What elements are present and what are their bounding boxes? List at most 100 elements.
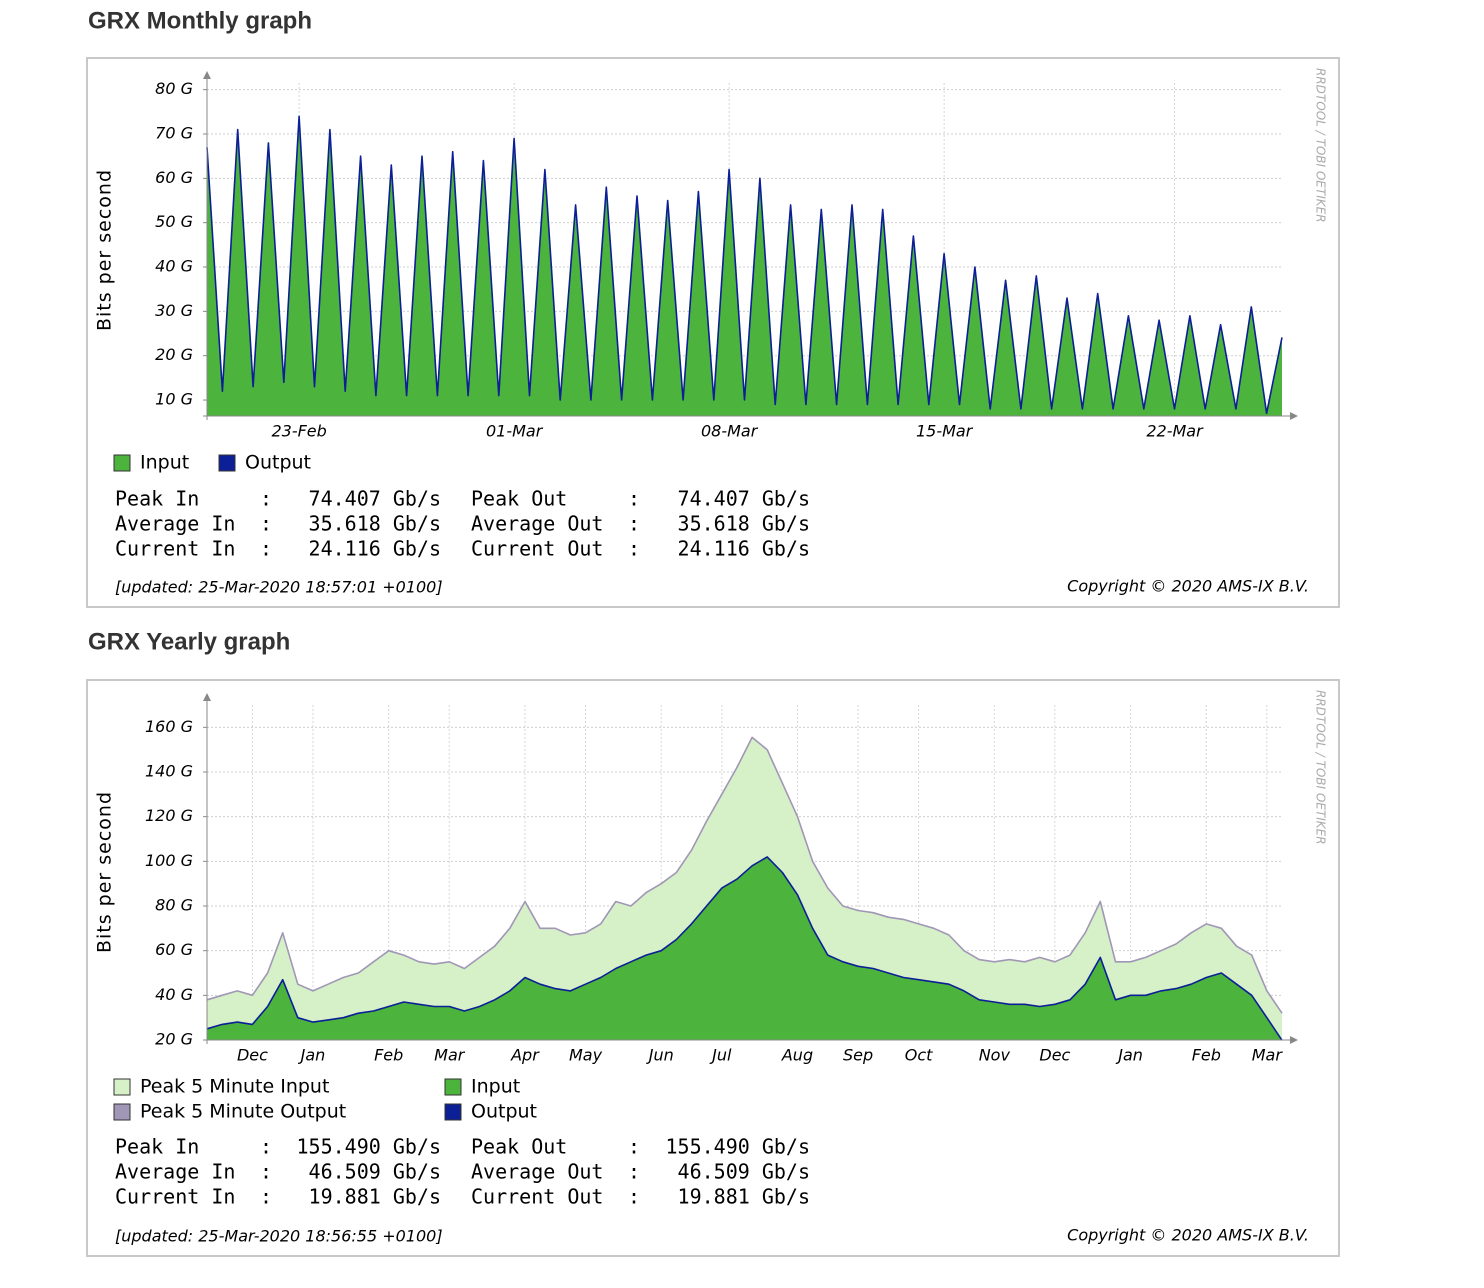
legend-swatch	[113, 1078, 131, 1096]
y-tick-label: 70 G	[155, 123, 193, 142]
x-axis-arrow	[1290, 412, 1298, 420]
x-tick-label: Mar	[1252, 1046, 1284, 1065]
x-tick-label: Mar	[434, 1046, 466, 1065]
line	[206, 115, 1283, 415]
stat-text: Average Out	[471, 512, 603, 536]
x-tick-label: Feb	[1192, 1046, 1221, 1065]
stat-text: 74.407 Gb/s	[309, 487, 441, 511]
y-axis-label: Bits per second	[94, 791, 116, 953]
copyright: Copyright © 2020 AMS-IX B.V.	[1067, 1226, 1309, 1245]
stat-text: Peak Out	[471, 487, 567, 511]
updated-note: [updated: 25-Mar-2020 18:57:01 +0100]	[115, 578, 443, 597]
y-tick-label: 60 G	[155, 168, 193, 187]
x-tick-label: Nov	[979, 1046, 1011, 1065]
y-tick-label: 20 G	[155, 345, 193, 364]
y-tick-label: 100 G	[145, 851, 193, 870]
y-tick-label: 80 G	[155, 896, 193, 915]
x-tick-label: Jun	[646, 1046, 674, 1065]
stat-text: :	[260, 1160, 272, 1184]
y-tick-label: 40 G	[155, 985, 193, 1004]
stat-text: 155.490 Gb/s	[297, 1135, 442, 1159]
x-tick-label: Sep	[843, 1046, 873, 1065]
x-tick-label: Jan	[298, 1046, 326, 1065]
area	[207, 856, 1282, 1041]
stat-text: Current In	[115, 1185, 235, 1209]
x-tick-label: Dec	[1039, 1046, 1070, 1065]
area	[207, 116, 1282, 417]
stat-text: :	[628, 1135, 640, 1159]
x-tick-label: 08-Mar	[701, 422, 759, 441]
y-tick-label: 10 G	[155, 390, 193, 409]
stat-text: Average Out	[471, 1160, 603, 1184]
x-tick-label: Feb	[374, 1046, 403, 1065]
stat-text: 24.116 Gb/s	[678, 537, 810, 561]
legend-label: Input	[471, 1076, 520, 1098]
stat-text: :	[628, 537, 640, 561]
legend-label: Output	[245, 452, 311, 474]
legend-swatch	[113, 454, 131, 472]
x-tick-label: Jan	[1115, 1046, 1143, 1065]
y-tick-label: 40 G	[155, 257, 193, 276]
stat-text: :	[260, 537, 272, 561]
stat-text: 74.407 Gb/s	[678, 487, 810, 511]
section-title: GRX Yearly graph	[88, 628, 290, 655]
stat-text: 46.509 Gb/s	[678, 1160, 810, 1184]
stat-text: :	[628, 512, 640, 536]
x-axis-arrow	[1290, 1036, 1298, 1044]
x-tick-label: Jul	[709, 1046, 732, 1065]
y-axis-arrow	[203, 71, 211, 79]
stat-text: Average In	[115, 512, 235, 536]
stat-text: :	[260, 1185, 272, 1209]
y-axis-label: Bits per second	[94, 169, 116, 331]
stat-text: Peak In	[115, 487, 199, 511]
legend-label: Input	[140, 452, 189, 474]
x-tick-label: 15-Mar	[916, 422, 974, 441]
stat-text: 19.881 Gb/s	[678, 1185, 810, 1209]
stat-text: :	[260, 1135, 272, 1159]
stat-text: Current In	[115, 537, 235, 561]
stat-text: Current Out	[471, 537, 603, 561]
stat-text: Peak In	[115, 1135, 199, 1159]
legend-label: Output	[471, 1101, 537, 1123]
stat-text: 35.618 Gb/s	[678, 512, 810, 536]
y-tick-label: 140 G	[145, 762, 193, 781]
watermark: RRDTOOL / TOBI OETIKER	[1314, 690, 1328, 845]
stat-text: Peak Out	[471, 1135, 567, 1159]
y-tick-label: 20 G	[155, 1030, 193, 1049]
legend-label: Peak 5 Minute Output	[140, 1101, 346, 1123]
updated-note: [updated: 25-Mar-2020 18:56:55 +0100]	[115, 1227, 443, 1246]
x-tick-label: Dec	[237, 1046, 268, 1065]
legend-swatch	[113, 1103, 131, 1121]
y-tick-label: 160 G	[145, 717, 193, 736]
y-tick-label: 80 G	[155, 79, 193, 98]
stat-text: :	[628, 1160, 640, 1184]
legend-swatch	[444, 1078, 462, 1096]
y-tick-label: 120 G	[145, 806, 193, 825]
stat-text: 46.509 Gb/s	[309, 1160, 441, 1184]
stat-text: 155.490 Gb/s	[666, 1135, 811, 1159]
x-tick-label: May	[569, 1046, 603, 1065]
stat-text: 24.116 Gb/s	[309, 537, 441, 561]
legend-swatch	[444, 1103, 462, 1121]
section-title: GRX Monthly graph	[88, 7, 312, 34]
stat-text: :	[260, 487, 272, 511]
x-tick-label: 23-Feb	[271, 422, 326, 441]
legend-label: Peak 5 Minute Input	[140, 1076, 329, 1098]
y-tick-label: 60 G	[155, 940, 193, 959]
x-tick-label: Aug	[781, 1046, 813, 1065]
stat-text: :	[260, 512, 272, 536]
watermark: RRDTOOL / TOBI OETIKER	[1314, 68, 1328, 223]
y-axis-arrow	[203, 693, 211, 701]
line	[206, 856, 1283, 1041]
y-tick-label: 50 G	[155, 212, 193, 231]
x-tick-label: 22-Mar	[1146, 422, 1204, 441]
x-tick-label: Apr	[510, 1046, 540, 1065]
stat-text: 19.881 Gb/s	[309, 1185, 441, 1209]
stat-text: :	[628, 487, 640, 511]
stat-text: Average In	[115, 1160, 235, 1184]
stat-text: Current Out	[471, 1185, 603, 1209]
x-tick-label: Oct	[905, 1046, 933, 1065]
x-tick-label: 01-Mar	[486, 422, 544, 441]
stat-text: :	[628, 1185, 640, 1209]
